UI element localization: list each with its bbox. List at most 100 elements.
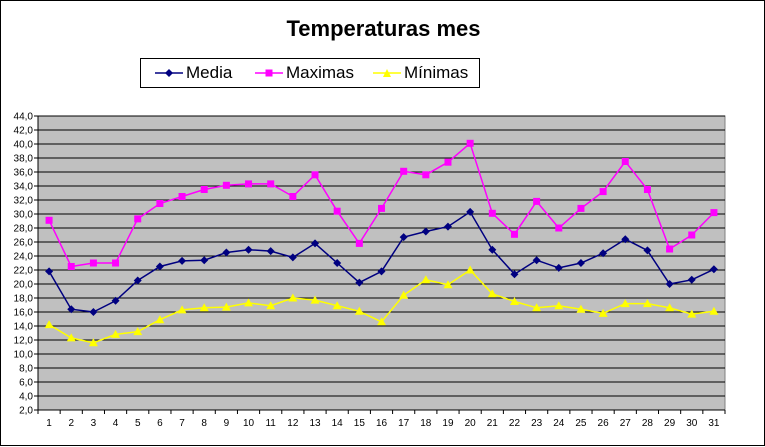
y-tick-label: 32,0 bbox=[14, 196, 34, 207]
data-point-minimas bbox=[598, 308, 608, 317]
data-point-minimas bbox=[421, 275, 431, 284]
data-point-minimas bbox=[687, 309, 697, 318]
data-point-maximas bbox=[178, 193, 186, 200]
data-point-minimas bbox=[155, 315, 165, 324]
y-tick-label: 38,0 bbox=[14, 154, 34, 165]
data-point-media bbox=[377, 267, 386, 276]
legend: Media Maximas Mínimas bbox=[140, 58, 480, 88]
data-point-media bbox=[67, 305, 76, 314]
data-point-maximas bbox=[378, 204, 385, 212]
x-tick-label: 30 bbox=[686, 418, 698, 429]
x-tick-label: 29 bbox=[664, 418, 676, 429]
x-tick-label: 28 bbox=[642, 418, 654, 429]
data-point-maximas bbox=[422, 171, 430, 179]
data-point-maximas bbox=[466, 139, 474, 147]
data-point-media bbox=[687, 275, 696, 284]
y-tick-label: 2,0 bbox=[19, 406, 33, 417]
data-point-media bbox=[266, 247, 275, 256]
data-point-maximas bbox=[599, 188, 607, 196]
y-tick-label: 44,0 bbox=[14, 112, 34, 123]
x-tick-label: 9 bbox=[224, 418, 230, 429]
data-point-maximas bbox=[289, 193, 297, 200]
data-point-minimas bbox=[576, 304, 586, 313]
x-tick-label: 13 bbox=[309, 418, 321, 429]
y-tick-label: 30,0 bbox=[14, 210, 34, 221]
x-tick-label: 8 bbox=[201, 418, 207, 429]
legend-marker-maximas bbox=[255, 69, 283, 77]
data-point-maximas bbox=[245, 180, 253, 188]
data-point-minimas bbox=[177, 305, 187, 314]
plot-background bbox=[37, 115, 726, 411]
data-point-media bbox=[599, 249, 608, 258]
chart-title: Temperaturas mes bbox=[286, 16, 481, 41]
data-point-media bbox=[665, 280, 674, 288]
y-tick-label: 6,0 bbox=[19, 378, 33, 389]
data-point-maximas bbox=[200, 186, 208, 193]
x-tick-label: 31 bbox=[708, 418, 720, 429]
data-point-media bbox=[111, 296, 120, 305]
x-tick-label: 7 bbox=[179, 418, 185, 429]
data-point-maximas bbox=[311, 171, 319, 179]
data-point-media bbox=[488, 245, 497, 254]
data-point-minimas bbox=[66, 333, 76, 342]
data-point-maximas bbox=[710, 209, 718, 217]
data-point-media bbox=[643, 246, 652, 255]
data-point-media bbox=[311, 239, 320, 248]
x-tick-label: 10 bbox=[243, 418, 255, 429]
y-tick-label: 14,0 bbox=[14, 322, 34, 333]
data-point-minimas bbox=[465, 265, 475, 274]
data-point-maximas bbox=[222, 181, 230, 189]
data-point-media bbox=[399, 233, 408, 242]
data-point-maximas bbox=[355, 239, 363, 247]
data-point-media bbox=[576, 259, 585, 267]
y-tick-label: 28,0 bbox=[14, 224, 34, 235]
data-point-minimas bbox=[620, 299, 630, 308]
legend-label-maximas: Maximas bbox=[286, 63, 355, 82]
data-point-minimas bbox=[88, 338, 98, 347]
data-point-maximas bbox=[156, 200, 164, 207]
y-tick-label: 26,0 bbox=[14, 238, 34, 249]
legend-label-minimas: Mínimas bbox=[404, 63, 469, 82]
data-point-maximas bbox=[643, 186, 651, 193]
x-tick-label: 22 bbox=[509, 418, 521, 429]
data-point-maximas bbox=[488, 209, 496, 217]
data-point-media bbox=[532, 256, 541, 265]
data-point-maximas bbox=[333, 207, 341, 215]
data-point-minimas bbox=[332, 301, 342, 310]
data-point-minimas bbox=[399, 290, 409, 299]
data-point-minimas bbox=[221, 302, 231, 311]
data-point-media bbox=[355, 278, 364, 287]
legend-item-media: Media bbox=[155, 59, 232, 87]
x-tick-label: 2 bbox=[68, 418, 74, 429]
data-point-media bbox=[554, 263, 563, 272]
data-point-maximas bbox=[444, 158, 452, 166]
data-point-maximas bbox=[621, 158, 629, 165]
legend-item-minimas: Mínimas bbox=[373, 59, 468, 87]
x-tick-label: 11 bbox=[265, 418, 276, 429]
y-tick-label: 40,0 bbox=[14, 140, 34, 151]
y-tick-label: 42,0 bbox=[14, 126, 34, 137]
x-tick-label: 23 bbox=[531, 418, 543, 429]
data-point-media bbox=[178, 256, 187, 265]
legend-label-media: Media bbox=[186, 63, 233, 82]
data-point-maximas bbox=[45, 216, 53, 224]
data-point-maximas bbox=[555, 224, 563, 232]
data-point-minimas bbox=[377, 317, 386, 326]
data-point-media bbox=[200, 256, 209, 265]
data-point-media bbox=[244, 245, 253, 254]
data-point-maximas bbox=[267, 180, 275, 188]
x-tick-label: 24 bbox=[553, 418, 565, 429]
data-point-minimas bbox=[532, 303, 542, 312]
data-point-media bbox=[421, 227, 430, 236]
data-point-media bbox=[133, 276, 142, 285]
data-point-minimas bbox=[443, 280, 453, 289]
data-point-minimas bbox=[111, 329, 121, 338]
legend-item-maximas: Maximas bbox=[255, 59, 354, 87]
data-point-media bbox=[333, 259, 342, 267]
y-tick-label: 36,0 bbox=[14, 168, 34, 179]
x-tick-label: 18 bbox=[420, 418, 432, 429]
x-tick-label: 14 bbox=[332, 418, 344, 429]
data-point-maximas bbox=[134, 215, 142, 223]
data-point-maximas bbox=[533, 197, 541, 205]
